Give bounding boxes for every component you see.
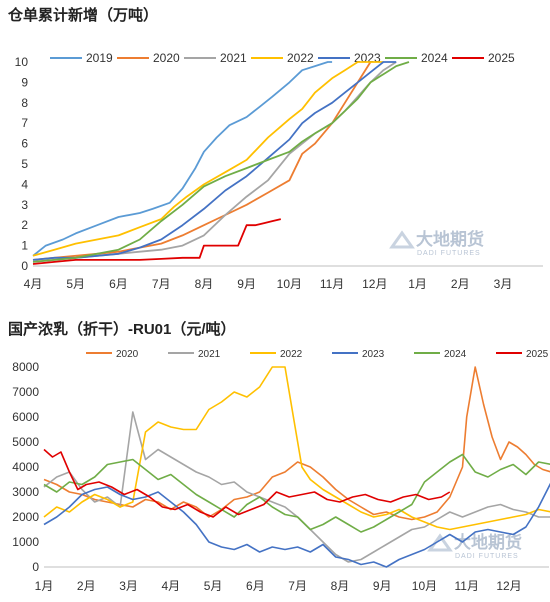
y-tick-label: 1 xyxy=(21,239,28,253)
series-line-2020 xyxy=(43,366,550,521)
series-line-2024 xyxy=(32,61,410,263)
y-tick-label: 10 xyxy=(15,55,29,69)
series-line-2023 xyxy=(32,61,397,261)
y-tick-label: 5 xyxy=(21,157,28,171)
series-line-2022 xyxy=(32,61,384,257)
x-tick-label: 1月 xyxy=(408,277,427,291)
y-tick-label: 2 xyxy=(21,218,28,232)
y-tick-label: 3000 xyxy=(12,485,39,499)
chart2-title: 国产浓乳（折干）-RU01（元/吨） xyxy=(8,321,236,338)
x-tick-label: 7月 xyxy=(288,579,307,593)
y-tick-label: 7 xyxy=(21,116,28,130)
legend-label: 2025 xyxy=(526,349,549,360)
series-line-2023 xyxy=(43,482,550,568)
x-tick-label: 8月 xyxy=(195,277,214,291)
x-tick-label: 10月 xyxy=(412,579,437,593)
legend-label: 2020 xyxy=(153,51,180,65)
y-tick-label: 9 xyxy=(21,75,28,89)
legend: 2019 2020 2021 2022 2023 2024 2025 xyxy=(50,51,515,65)
x-tick-label: 12月 xyxy=(362,277,387,291)
y-tick-label: 3 xyxy=(21,198,28,212)
legend-label: 2019 xyxy=(86,51,113,65)
x-tick-label: 4月 xyxy=(24,277,43,291)
series-line-2022 xyxy=(43,366,550,531)
legend-label: 2022 xyxy=(287,51,314,65)
legend: 2020 2021 2022 2023 2024 2025 xyxy=(86,349,549,360)
x-tick-label: 3月 xyxy=(119,579,138,593)
legend-label: 2023 xyxy=(362,349,385,360)
series-line-2025 xyxy=(43,448,451,518)
y-tick-label: 6 xyxy=(21,137,28,151)
legend-label: 2024 xyxy=(444,349,467,360)
x-tick-label: 12月 xyxy=(496,579,521,593)
y-tick-label: 8 xyxy=(21,96,28,110)
legend-label: 2025 xyxy=(488,51,515,65)
series-line-2019 xyxy=(32,61,333,257)
series-line-2024 xyxy=(43,453,550,533)
x-tick-label: 5月 xyxy=(66,277,85,291)
x-tick-label: 9月 xyxy=(237,277,256,291)
y-tick-label: 8000 xyxy=(12,360,39,374)
x-tick-label: 1月 xyxy=(35,579,54,593)
y-tick-label: 4000 xyxy=(12,460,39,474)
x-tick-label: 4月 xyxy=(161,579,180,593)
y-tick-label: 5000 xyxy=(12,435,39,449)
x-tick-label: 8月 xyxy=(331,579,350,593)
watermark-icon xyxy=(389,230,415,249)
x-tick-label: 6月 xyxy=(109,277,128,291)
y-tick-label: 6000 xyxy=(12,410,39,424)
chart1-title: 仓单累计新增（万吨） xyxy=(8,7,159,24)
series-line-2021 xyxy=(32,61,397,263)
series-line-2021 xyxy=(43,411,550,563)
y-tick-label: 7000 xyxy=(12,385,39,399)
x-tick-label: 11月 xyxy=(454,579,478,593)
y-tick-label: 0 xyxy=(32,560,39,574)
watermark-icon xyxy=(427,533,453,552)
legend-label: 2022 xyxy=(280,349,303,360)
warehouse-receipt-chart: 0 1 2 3 4 5 6 7 8 9 10 4月 5月 6月 7月 8月 9月 10月 11月 12月 1月 2月 3月 大… xyxy=(15,51,543,291)
y-tick-label: 1000 xyxy=(12,535,39,549)
x-tick-label: 9月 xyxy=(373,579,392,593)
x-tick-label: 3月 xyxy=(494,277,513,291)
watermark-text: 大地期货 xyxy=(454,532,522,553)
legend-label: 2020 xyxy=(116,349,139,360)
y-tick-label: 0 xyxy=(21,259,28,273)
y-tick-label: 2000 xyxy=(12,510,39,524)
x-tick-label: 2月 xyxy=(451,277,470,291)
x-tick-label: 5月 xyxy=(204,579,223,593)
x-tick-label: 10月 xyxy=(277,277,302,291)
x-tick-label: 11月 xyxy=(320,277,344,291)
series-line-2025 xyxy=(32,218,282,265)
watermark-subtext: DADI FUTURES xyxy=(417,250,481,257)
x-tick-label: 6月 xyxy=(246,579,265,593)
legend-label: 2021 xyxy=(220,51,247,65)
watermark-text: 大地期货 xyxy=(416,229,484,250)
y-tick-label: 4 xyxy=(21,177,28,191)
legend-label: 2021 xyxy=(198,349,221,360)
x-tick-label: 7月 xyxy=(152,277,171,291)
legend-label: 2024 xyxy=(421,51,448,65)
watermark-subtext: DADI FUTURES xyxy=(455,553,519,560)
x-tick-label: 2月 xyxy=(77,579,96,593)
